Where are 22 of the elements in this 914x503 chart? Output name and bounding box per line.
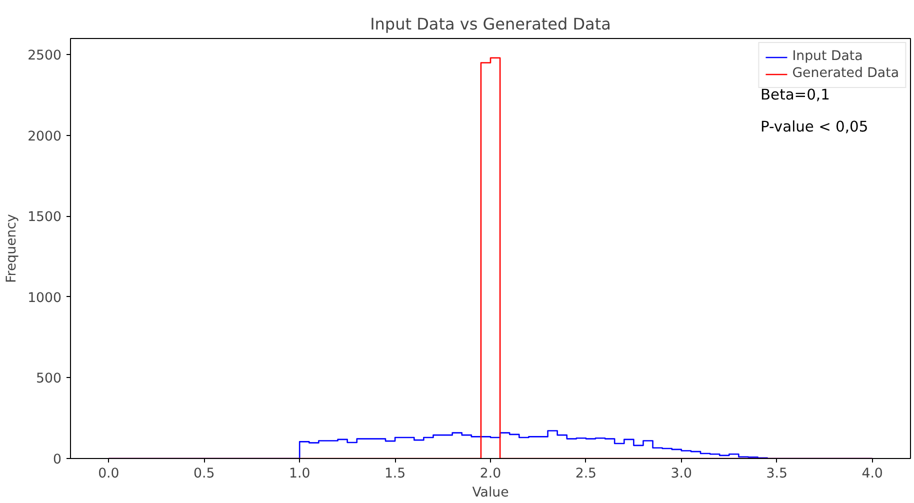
annotation: Beta=0,1 [760, 86, 830, 104]
x-tick-label: 0.5 [194, 466, 215, 482]
legend-label: Input Data [792, 49, 863, 64]
legend-label: Generated Data [792, 66, 899, 81]
y-tick-label: 0 [53, 452, 62, 468]
y-axis-title: Frequency [4, 214, 20, 283]
x-tick-label: 3.5 [766, 466, 788, 482]
y-tick-label: 500 [36, 372, 62, 387]
x-tick-label: 1.5 [384, 466, 406, 482]
x-tick-label: 2.5 [575, 466, 597, 482]
y-tick-label: 1000 [28, 290, 62, 306]
x-tick-label: 4.0 [862, 466, 883, 482]
x-tick-label: 1.0 [288, 466, 310, 482]
x-tick-label: 2.0 [480, 466, 502, 482]
x-tick-label: 3.0 [670, 466, 692, 482]
y-tick-label: 1500 [28, 210, 62, 226]
x-tick-label: 0.0 [98, 466, 120, 482]
y-tick-label: 2500 [28, 48, 62, 64]
y-tick-label: 2000 [28, 129, 62, 144]
annotation: P-value < 0,05 [760, 118, 868, 136]
chart-title: Input Data vs Generated Data [370, 14, 611, 34]
x-axis-title: Value [472, 486, 509, 500]
